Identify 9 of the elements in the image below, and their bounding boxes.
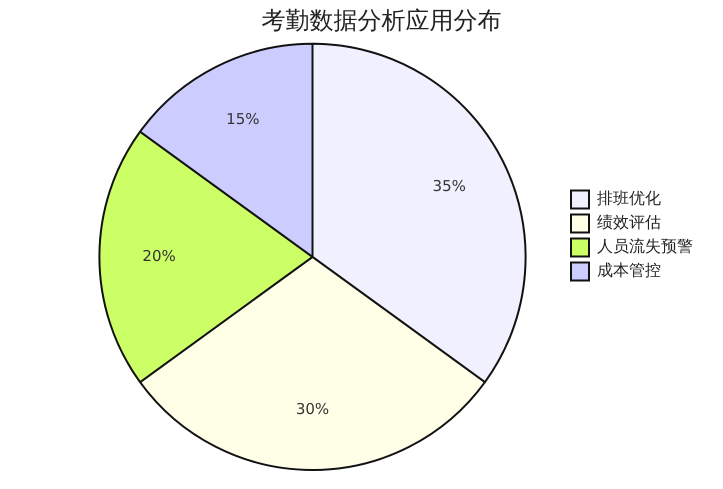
data-label: 15% (226, 110, 260, 128)
legend-label: 排班优化 (597, 188, 661, 208)
data-label: 35% (432, 177, 466, 196)
data-label: 30% (296, 400, 330, 418)
legend-label: 人员流失预警 (597, 236, 693, 256)
data-label: 20% (142, 246, 176, 265)
chart-title: 考勤数据分析应用分布 (262, 6, 502, 35)
legend-label: 绩效评估 (597, 212, 661, 232)
legend-label: 成本管控 (597, 260, 661, 280)
